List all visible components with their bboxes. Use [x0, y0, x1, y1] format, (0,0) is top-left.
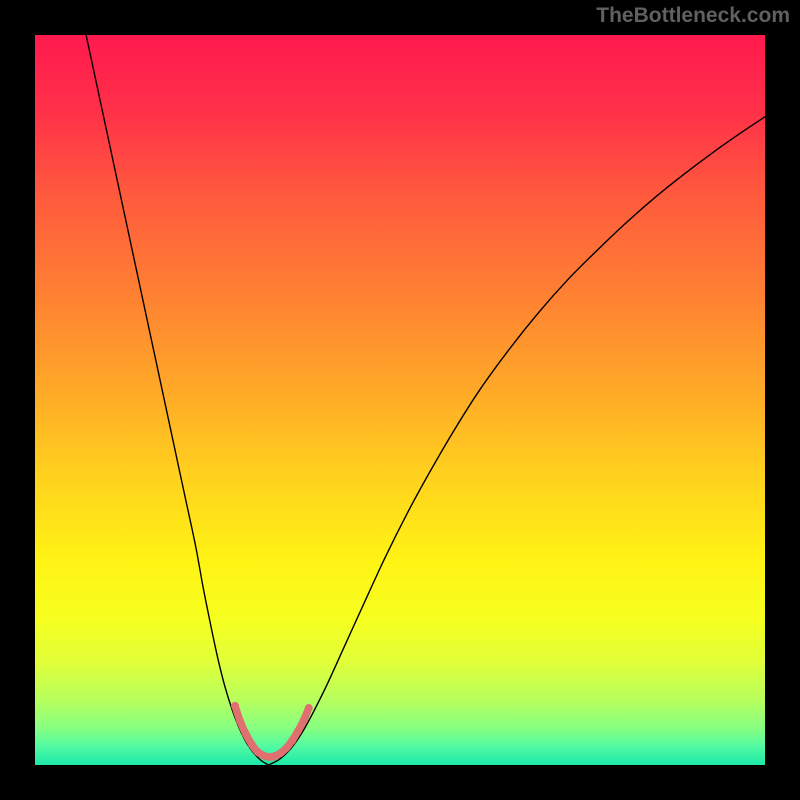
valley-marker — [248, 741, 256, 749]
gradient-background — [35, 35, 765, 765]
plot-svg — [35, 35, 765, 765]
valley-marker — [282, 744, 290, 752]
valley-marker — [294, 727, 302, 735]
valley-marker — [236, 717, 244, 725]
watermark-text: TheBottleneck.com — [596, 4, 790, 28]
valley-marker — [231, 702, 239, 710]
valley-marker — [305, 704, 313, 712]
chart-root: TheBottleneck.com — [0, 0, 800, 800]
plot-area — [35, 35, 765, 765]
valley-marker — [300, 716, 308, 724]
valley-marker — [242, 730, 250, 738]
valley-marker — [288, 737, 296, 745]
